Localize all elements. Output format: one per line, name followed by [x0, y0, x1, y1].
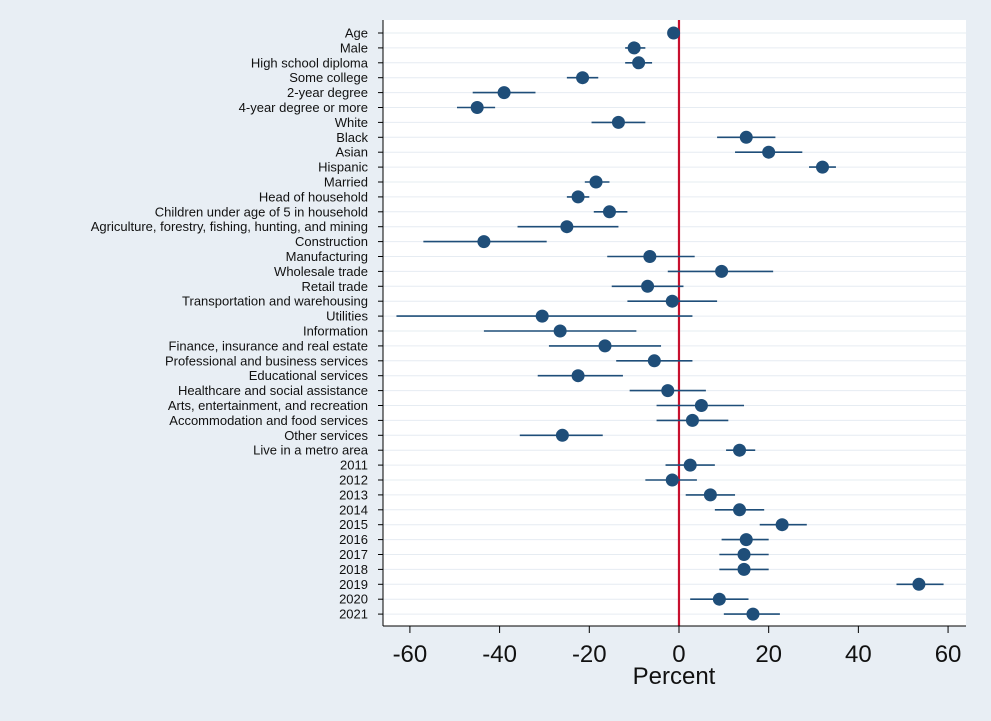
estimate-point [571, 369, 585, 383]
plot-area [383, 20, 966, 626]
estimate-point [641, 279, 655, 293]
x-tick-label: -20 [572, 641, 607, 668]
estimate-point [647, 354, 661, 368]
estimate-point [611, 115, 625, 129]
x-tick-label: 40 [845, 641, 872, 668]
category-label: Construction [295, 234, 368, 249]
estimate-point [733, 443, 747, 457]
estimate-point [589, 175, 603, 189]
estimate-point [665, 473, 679, 487]
category-label: 2017 [339, 547, 368, 562]
estimate-point [643, 250, 657, 263]
estimate-point [737, 562, 751, 576]
grid-lines [383, 32, 966, 615]
category-label: Agriculture, forestry, fishing, hunting,… [91, 219, 368, 234]
category-label: Information [303, 324, 368, 339]
estimate-point [661, 384, 675, 398]
category-label: Male [340, 40, 368, 55]
category-label: 2016 [339, 532, 368, 547]
estimate-point [712, 592, 726, 606]
category-label: 2011 [340, 458, 368, 473]
estimate-point [703, 488, 717, 502]
estimate-point [665, 294, 679, 308]
category-label: Arts, entertainment, and recreation [168, 398, 368, 413]
x-tick-label: 60 [935, 641, 962, 668]
category-label: Black [336, 130, 368, 145]
estimate-point [470, 101, 484, 114]
category-label: Other services [284, 428, 368, 443]
estimate-point [632, 56, 646, 70]
estimate-point [739, 533, 753, 547]
estimate-point [555, 428, 569, 442]
estimate-point [553, 324, 567, 338]
estimate-point [477, 235, 491, 249]
category-label: Finance, insurance and real estate [169, 338, 368, 353]
estimate-point [746, 607, 760, 621]
estimate-point [694, 399, 708, 412]
category-label: Transportation and warehousing [182, 294, 368, 309]
estimate-point [627, 41, 641, 55]
category-label: Utilities [326, 309, 368, 324]
category-label: Educational services [249, 368, 369, 383]
estimate-point [739, 130, 753, 144]
category-label: 2019 [339, 577, 368, 592]
category-label: 2012 [339, 473, 368, 488]
estimate-point [762, 145, 776, 159]
x-axis-ticks: -60 -40 -20 0 20 40 60 [393, 626, 962, 668]
estimate-point [667, 26, 681, 40]
category-label: Some college [289, 70, 368, 85]
category-label: 2013 [339, 487, 368, 502]
estimate-point [733, 503, 747, 517]
estimate-point [775, 518, 789, 532]
estimate-point [576, 71, 590, 85]
category-label: Head of household [259, 189, 368, 204]
estimate-point [683, 458, 697, 472]
category-label: Live in a metro area [253, 443, 369, 458]
category-label: 2015 [339, 517, 368, 532]
category-label: 2020 [339, 592, 368, 607]
estimate-point [535, 309, 549, 323]
category-label: Accommodation and food services [169, 413, 368, 428]
category-label: Married [324, 175, 368, 190]
category-label: High school diploma [251, 55, 369, 70]
estimate-point [715, 264, 729, 278]
category-label: Asian [335, 145, 368, 160]
category-label: 2018 [339, 562, 368, 577]
category-label: Children under age of 5 in household [155, 204, 368, 219]
category-label: Age [345, 26, 368, 41]
category-label: Hispanic [318, 160, 368, 175]
category-label: Wholesale trade [274, 264, 368, 279]
category-label: Retail trade [302, 279, 368, 294]
category-label: 2021 [339, 607, 368, 622]
estimate-point [598, 339, 612, 353]
category-label: 4-year degree or more [239, 100, 368, 115]
estimate-point [737, 548, 751, 561]
category-label: 2-year degree [287, 85, 368, 100]
estimate-point [685, 413, 699, 427]
estimate-point [560, 220, 574, 234]
estimate-point [602, 205, 616, 219]
x-tick-label: -60 [393, 641, 428, 668]
estimate-point [571, 190, 585, 204]
category-label: Manufacturing [286, 249, 368, 264]
x-tick-label: 0 [672, 641, 685, 668]
category-label: Professional and business services [165, 353, 369, 368]
estimate-point [497, 86, 511, 100]
point-estimates [470, 26, 926, 621]
x-axis-title: Percent [633, 663, 716, 690]
estimate-point [815, 160, 829, 174]
x-tick-label: 20 [755, 641, 782, 668]
category-label: Healthcare and social assistance [178, 383, 368, 398]
category-label: 2014 [339, 502, 368, 517]
x-tick-label: -40 [482, 641, 517, 668]
category-label: White [335, 115, 368, 130]
estimate-point [912, 577, 926, 591]
